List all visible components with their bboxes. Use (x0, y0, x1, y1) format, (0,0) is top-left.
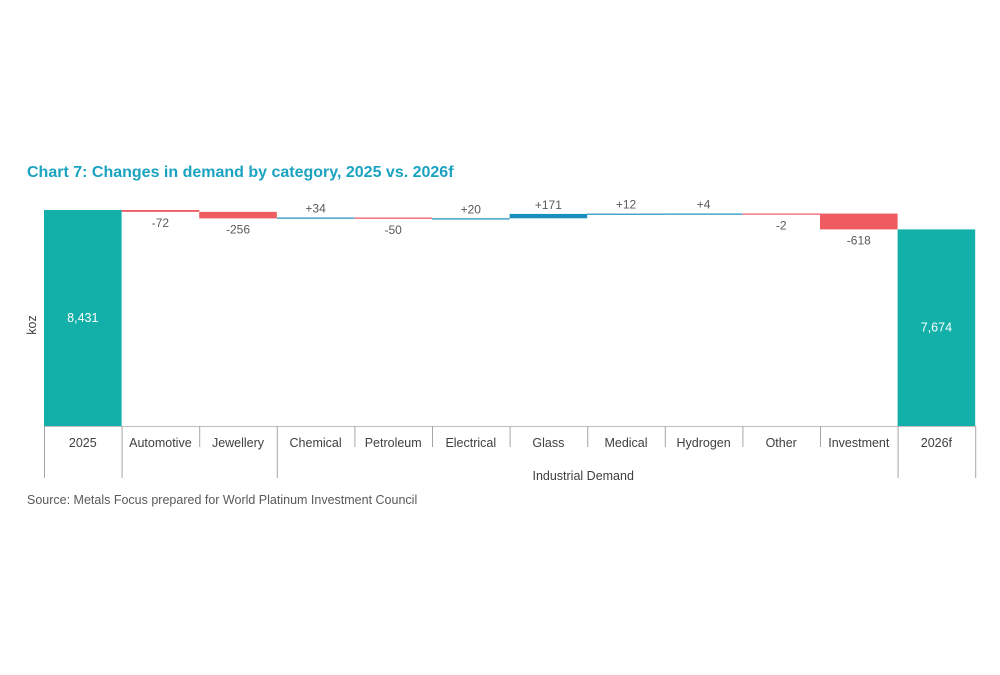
category-label: Medical (604, 436, 647, 450)
category-label: Petroleum (365, 436, 422, 450)
value-label: -618 (847, 233, 871, 247)
bar-electrical (432, 218, 510, 220)
category-label: 2026f (921, 436, 953, 450)
bar-automotive (121, 210, 200, 212)
source-note: Source: Metals Focus prepared for World … (27, 493, 418, 507)
category-label: Automotive (129, 436, 192, 450)
bar-other (742, 213, 820, 215)
value-label: +4 (697, 198, 711, 212)
value-label: 8,431 (67, 311, 98, 325)
value-label: +34 (305, 202, 326, 216)
group-label: Industrial Demand (532, 469, 633, 483)
category-label: Electrical (445, 436, 496, 450)
value-label: -2 (776, 219, 787, 233)
value-label: +20 (461, 202, 482, 216)
category-label: Chemical (290, 436, 342, 450)
bar-hydrogen (664, 213, 743, 215)
bar-chemical (276, 217, 355, 219)
bar-2026f (897, 229, 976, 426)
category-label: Investment (828, 436, 890, 450)
value-label: +171 (535, 198, 562, 212)
value-label: -256 (226, 222, 250, 236)
value-label: 7,674 (921, 321, 952, 335)
category-label: Glass (532, 436, 564, 450)
value-label: -50 (385, 223, 403, 237)
category-label: Jewellery (212, 436, 265, 450)
category-label: 2025 (69, 436, 97, 450)
y-axis-label: koz (25, 315, 39, 334)
bar-medical (587, 213, 665, 215)
bar-glass (509, 213, 588, 219)
value-label: -72 (152, 216, 170, 230)
bar-jewellery (199, 211, 277, 219)
category-label: Hydrogen (676, 436, 730, 450)
bar-petroleum (354, 217, 432, 219)
bar-investment (820, 213, 898, 230)
chart-title: Chart 7: Changes in demand by category, … (27, 164, 454, 181)
value-label: +12 (616, 198, 637, 212)
category-label: Other (766, 436, 797, 450)
bar-2025 (44, 210, 122, 426)
